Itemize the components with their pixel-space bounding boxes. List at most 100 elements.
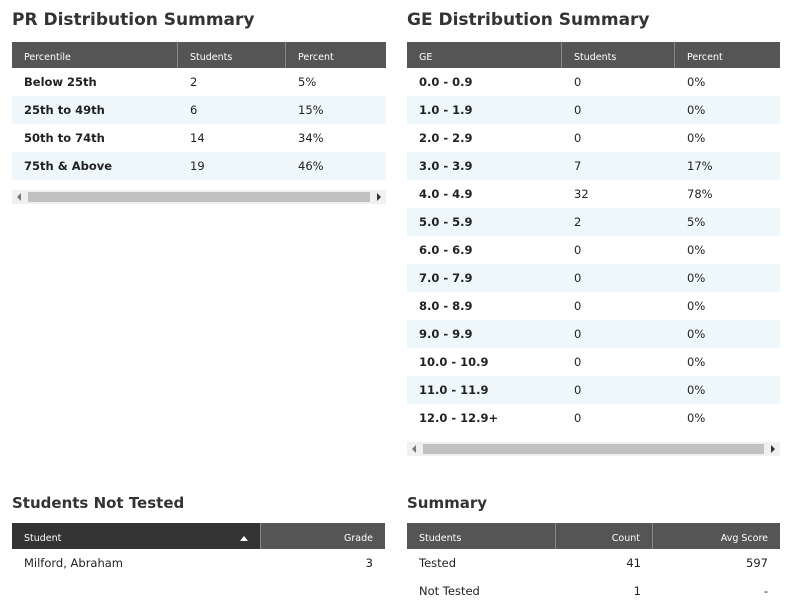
table-cell: 15% <box>298 103 324 117</box>
header-text: Avg Score <box>720 532 768 544</box>
header-text: Percent <box>687 51 723 63</box>
table-cell: 597 <box>746 556 768 570</box>
table-cell: 0% <box>687 411 706 425</box>
scrollbar[interactable] <box>407 442 780 456</box>
section-title: GE Distribution Summary <box>407 10 650 30</box>
table-cell: 14 <box>190 131 205 145</box>
summary-table: Students Count Avg Score Tested 41 597 Not Tes… <box>407 523 780 605</box>
table-cell: 0 <box>574 299 582 313</box>
table-cell: 0 <box>574 103 582 117</box>
table-row: 2.0 - 2.9 0 0% <box>407 124 780 152</box>
table-row: 8.0 - 8.9 0 0% <box>407 292 780 320</box>
table-cell: 0 <box>574 355 582 369</box>
header-text: Percentile <box>24 51 71 63</box>
column-header[interactable]: GE <box>407 42 562 68</box>
table-row: 75th & Above 19 46% <box>12 152 386 180</box>
table-cell: 1.0 - 1.9 <box>419 103 473 117</box>
table-cell: 5% <box>687 215 706 229</box>
table-cell: 0% <box>687 103 706 117</box>
table-cell: Below 25th <box>24 75 97 89</box>
table-cell: 0% <box>687 75 706 89</box>
table-row: 9.0 - 9.9 0 0% <box>407 320 780 348</box>
table-cell: 0% <box>687 243 706 257</box>
section-title: Summary <box>407 494 488 512</box>
table-cell: 46% <box>298 159 324 173</box>
column-header[interactable]: Percentile <box>12 42 178 68</box>
table-cell: 0.0 - 0.9 <box>419 75 473 89</box>
column-header[interactable]: Avg Score <box>653 523 780 549</box>
table-row: Not Tested 1 - <box>407 577 780 605</box>
header-text: Count <box>611 532 640 544</box>
column-header[interactable]: Students <box>562 42 675 68</box>
table-row: 0.0 - 0.9 0 0% <box>407 68 780 96</box>
table-cell: 7 <box>574 159 582 173</box>
table-cell: 0% <box>687 271 706 285</box>
table-cell: - <box>763 584 768 598</box>
table-cell: 5% <box>298 75 317 89</box>
column-header[interactable]: Percent <box>286 42 386 68</box>
table-cell: 3.0 - 3.9 <box>419 159 473 173</box>
sort-icon[interactable] <box>240 535 248 541</box>
table-cell: 17% <box>687 159 713 173</box>
table-cell: 10.0 - 10.9 <box>419 355 489 369</box>
column-header[interactable]: Student <box>12 523 261 549</box>
table-cell: 41 <box>626 556 641 570</box>
header-row: Students Count Avg Score <box>407 523 780 549</box>
column-header[interactable]: Students <box>407 523 556 549</box>
table-row: 7.0 - 7.9 0 0% <box>407 264 780 292</box>
table-row: 12.0 - 12.9+ 0 0% <box>407 404 780 432</box>
table-cell: 0% <box>687 355 706 369</box>
table-cell: 25th to 49th <box>24 103 105 117</box>
table-cell: 0 <box>574 75 582 89</box>
table-cell: 11.0 - 11.9 <box>419 383 489 397</box>
table-cell: 3 <box>365 556 373 570</box>
header-text: Students <box>419 532 462 544</box>
table-row: 11.0 - 11.9 0 0% <box>407 376 780 404</box>
section-title: Students Not Tested <box>12 494 185 512</box>
ge-table: GE Students Percent 0.0 - 0.9 0 0% 1.0 - 1.9 0 0… <box>407 42 780 432</box>
table-cell: 0% <box>687 327 706 341</box>
table-cell: 50th to 74th <box>24 131 105 145</box>
table-row: 10.0 - 10.9 0 0% <box>407 348 780 376</box>
table-cell: 8.0 - 8.9 <box>419 299 473 313</box>
scrollbar[interactable] <box>12 190 386 204</box>
table-cell: 2.0 - 2.9 <box>419 131 473 145</box>
table-cell: 9.0 - 9.9 <box>419 327 473 341</box>
header-row: GE Students Percent <box>407 42 780 68</box>
table-cell: 78% <box>687 187 713 201</box>
table-cell: 0% <box>687 299 706 313</box>
header-row: Percentile Students Percent <box>12 42 386 68</box>
table-cell: 0 <box>574 383 582 397</box>
column-header[interactable]: Count <box>556 523 653 549</box>
table-cell: Tested <box>419 556 457 570</box>
column-header[interactable]: Students <box>178 42 286 68</box>
pr-table: Percentile Students Percent Below 25th 2 5% 25… <box>12 42 386 180</box>
table-cell: 0 <box>574 411 582 425</box>
table-cell: 1 <box>633 584 641 598</box>
table-row: 25th to 49th 6 15% <box>12 96 386 124</box>
section-title: PR Distribution Summary <box>12 10 255 30</box>
table-cell: 75th & Above <box>24 159 113 173</box>
table-cell: 0 <box>574 327 582 341</box>
column-header[interactable]: Percent <box>675 42 780 68</box>
table-row: 6.0 - 6.9 0 0% <box>407 236 780 264</box>
not-tested-table: Student Grade Milford, Abraham 3 <box>12 523 385 577</box>
header-row: Student Grade <box>12 523 385 549</box>
header-text: Student <box>24 532 62 544</box>
table-row: 3.0 - 3.9 7 17% <box>407 152 780 180</box>
table-cell: 0% <box>687 383 706 397</box>
table-cell: 2 <box>574 215 582 229</box>
table-cell: 0 <box>574 131 582 145</box>
table-cell: 19 <box>190 159 205 173</box>
table-cell: 34% <box>298 131 324 145</box>
table-row: Tested 41 597 <box>407 549 780 577</box>
table-row: 5.0 - 5.9 2 5% <box>407 208 780 236</box>
table-row: Below 25th 2 5% <box>12 68 386 96</box>
header-text: Percent <box>298 51 334 63</box>
table-cell: 4.0 - 4.9 <box>419 187 473 201</box>
table-row: 50th to 74th 14 34% <box>12 124 386 152</box>
table-cell: 32 <box>574 187 589 201</box>
column-header[interactable]: Grade <box>261 523 385 549</box>
header-text: Grade <box>344 532 373 544</box>
